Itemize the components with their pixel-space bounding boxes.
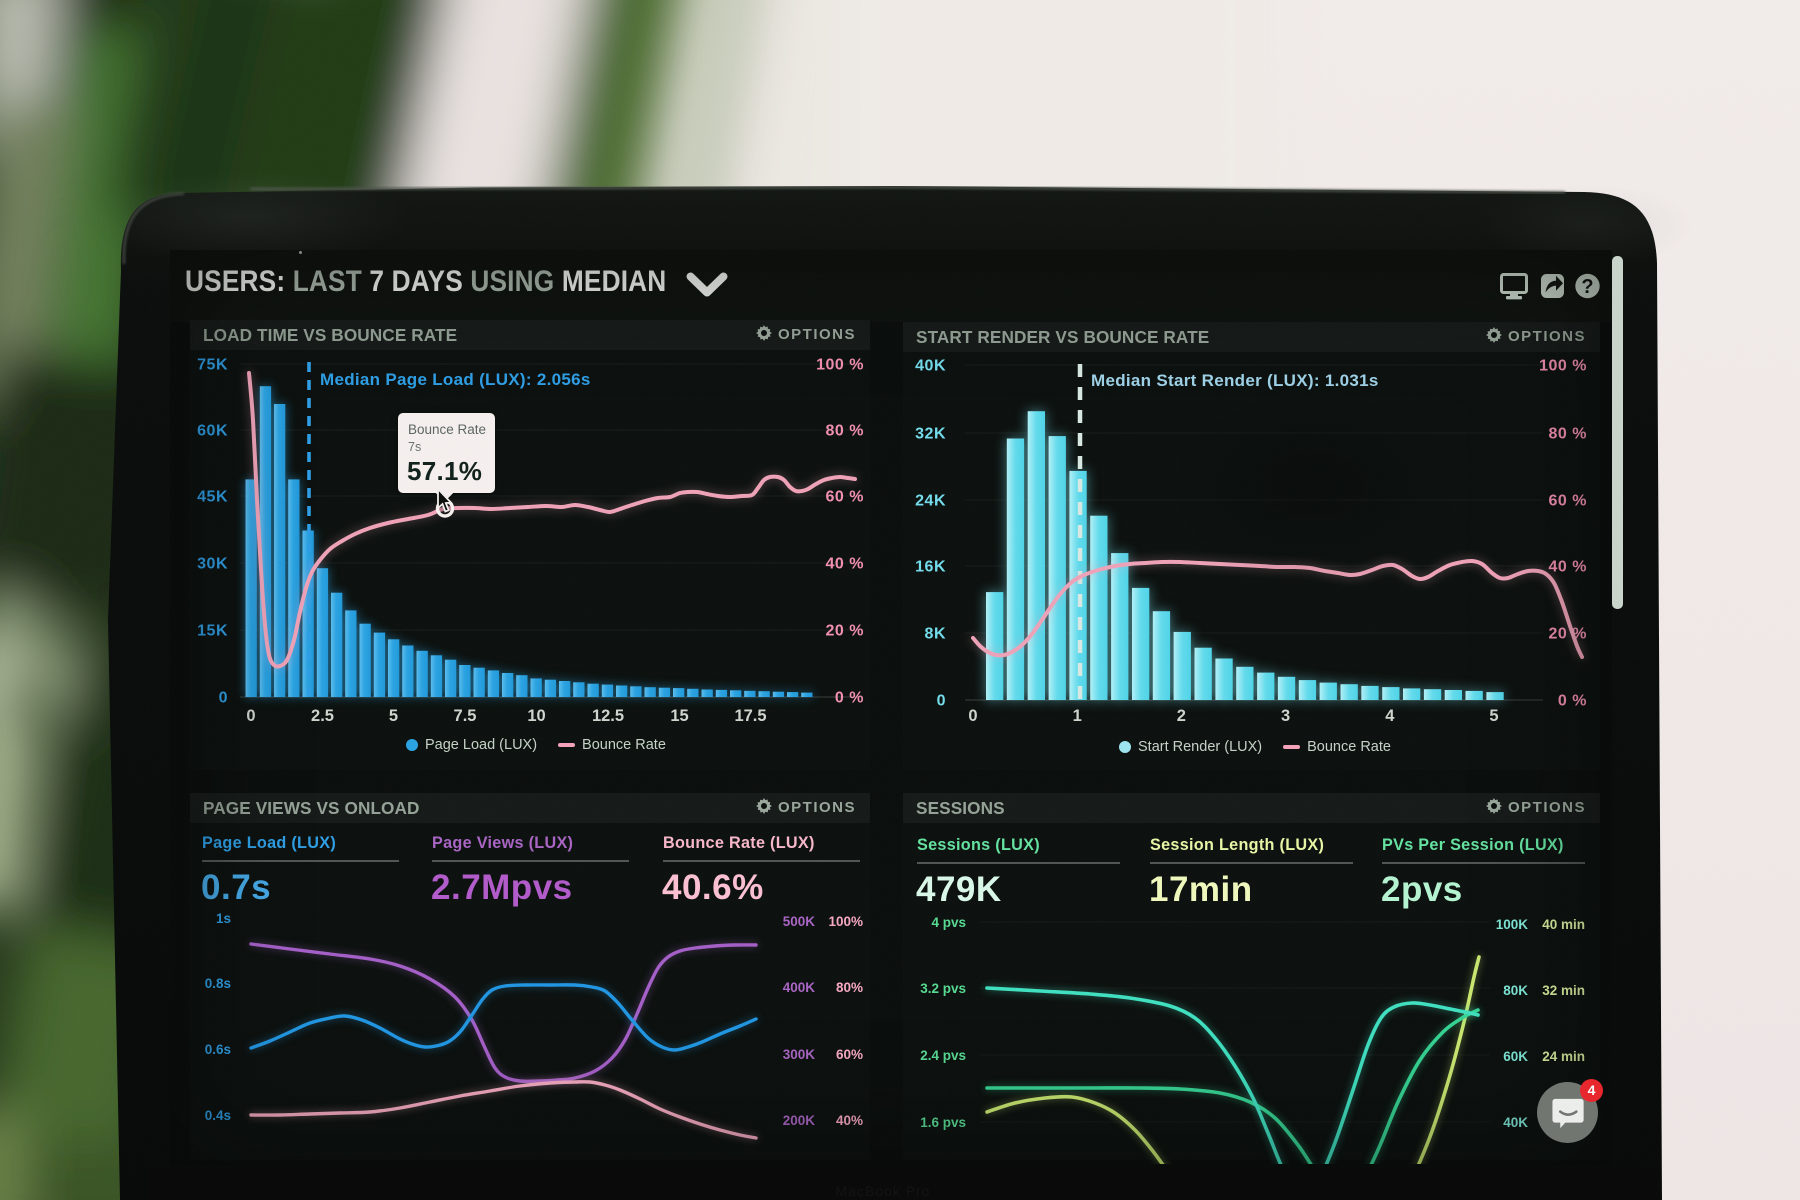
svg-text:100 %: 100 %: [1539, 358, 1587, 375]
svg-text:40K: 40K: [915, 358, 946, 375]
svg-text:Median Start Render (LUX): 1.0: Median Start Render (LUX): 1.031s: [1091, 371, 1379, 390]
svg-text:4: 4: [1385, 707, 1395, 725]
svg-text:0: 0: [937, 693, 946, 710]
svg-text:80 %: 80 %: [1549, 426, 1587, 443]
svg-text:45K: 45K: [197, 489, 228, 506]
svg-text:15: 15: [670, 707, 688, 725]
svg-text:12.5: 12.5: [592, 707, 624, 725]
svg-text:24K: 24K: [915, 493, 946, 510]
svg-text:0 %: 0 %: [835, 690, 864, 707]
svg-text:75K: 75K: [197, 357, 228, 374]
svg-text:32K: 32K: [915, 426, 946, 443]
svg-text:5: 5: [1489, 707, 1498, 725]
svg-text:20 %: 20 %: [826, 623, 864, 640]
svg-text:MacBook Pro: MacBook Pro: [835, 1183, 930, 1199]
svg-text:60 %: 60 %: [1549, 493, 1587, 510]
svg-text:10: 10: [527, 707, 545, 725]
svg-text:20 %: 20 %: [1549, 626, 1587, 643]
svg-text:0 %: 0 %: [1558, 693, 1587, 710]
svg-text:Median Page Load (LUX): 2.056s: Median Page Load (LUX): 2.056s: [320, 370, 591, 389]
svg-text:17.5: 17.5: [734, 707, 766, 725]
svg-text:30K: 30K: [197, 556, 228, 573]
svg-text:16K: 16K: [915, 559, 946, 576]
svg-text:60 %: 60 %: [826, 489, 864, 506]
svg-text:0: 0: [246, 707, 255, 725]
svg-text:0: 0: [968, 707, 977, 725]
svg-text:80 %: 80 %: [826, 423, 864, 440]
svg-text:60K: 60K: [197, 423, 228, 440]
svg-text:8K: 8K: [925, 626, 946, 643]
svg-text:15K: 15K: [197, 623, 228, 640]
svg-text:0: 0: [219, 690, 228, 707]
svg-text:2: 2: [1177, 707, 1186, 725]
svg-text:100 %: 100 %: [816, 357, 864, 374]
svg-text:3: 3: [1281, 707, 1290, 725]
svg-text:40 %: 40 %: [826, 556, 864, 573]
svg-text:5: 5: [389, 707, 398, 725]
svg-text:2.5: 2.5: [311, 707, 334, 725]
svg-text:7.5: 7.5: [454, 707, 477, 725]
svg-text:1: 1: [1073, 707, 1082, 725]
svg-text:?: ?: [1581, 276, 1593, 298]
svg-text:40 %: 40 %: [1549, 559, 1587, 576]
